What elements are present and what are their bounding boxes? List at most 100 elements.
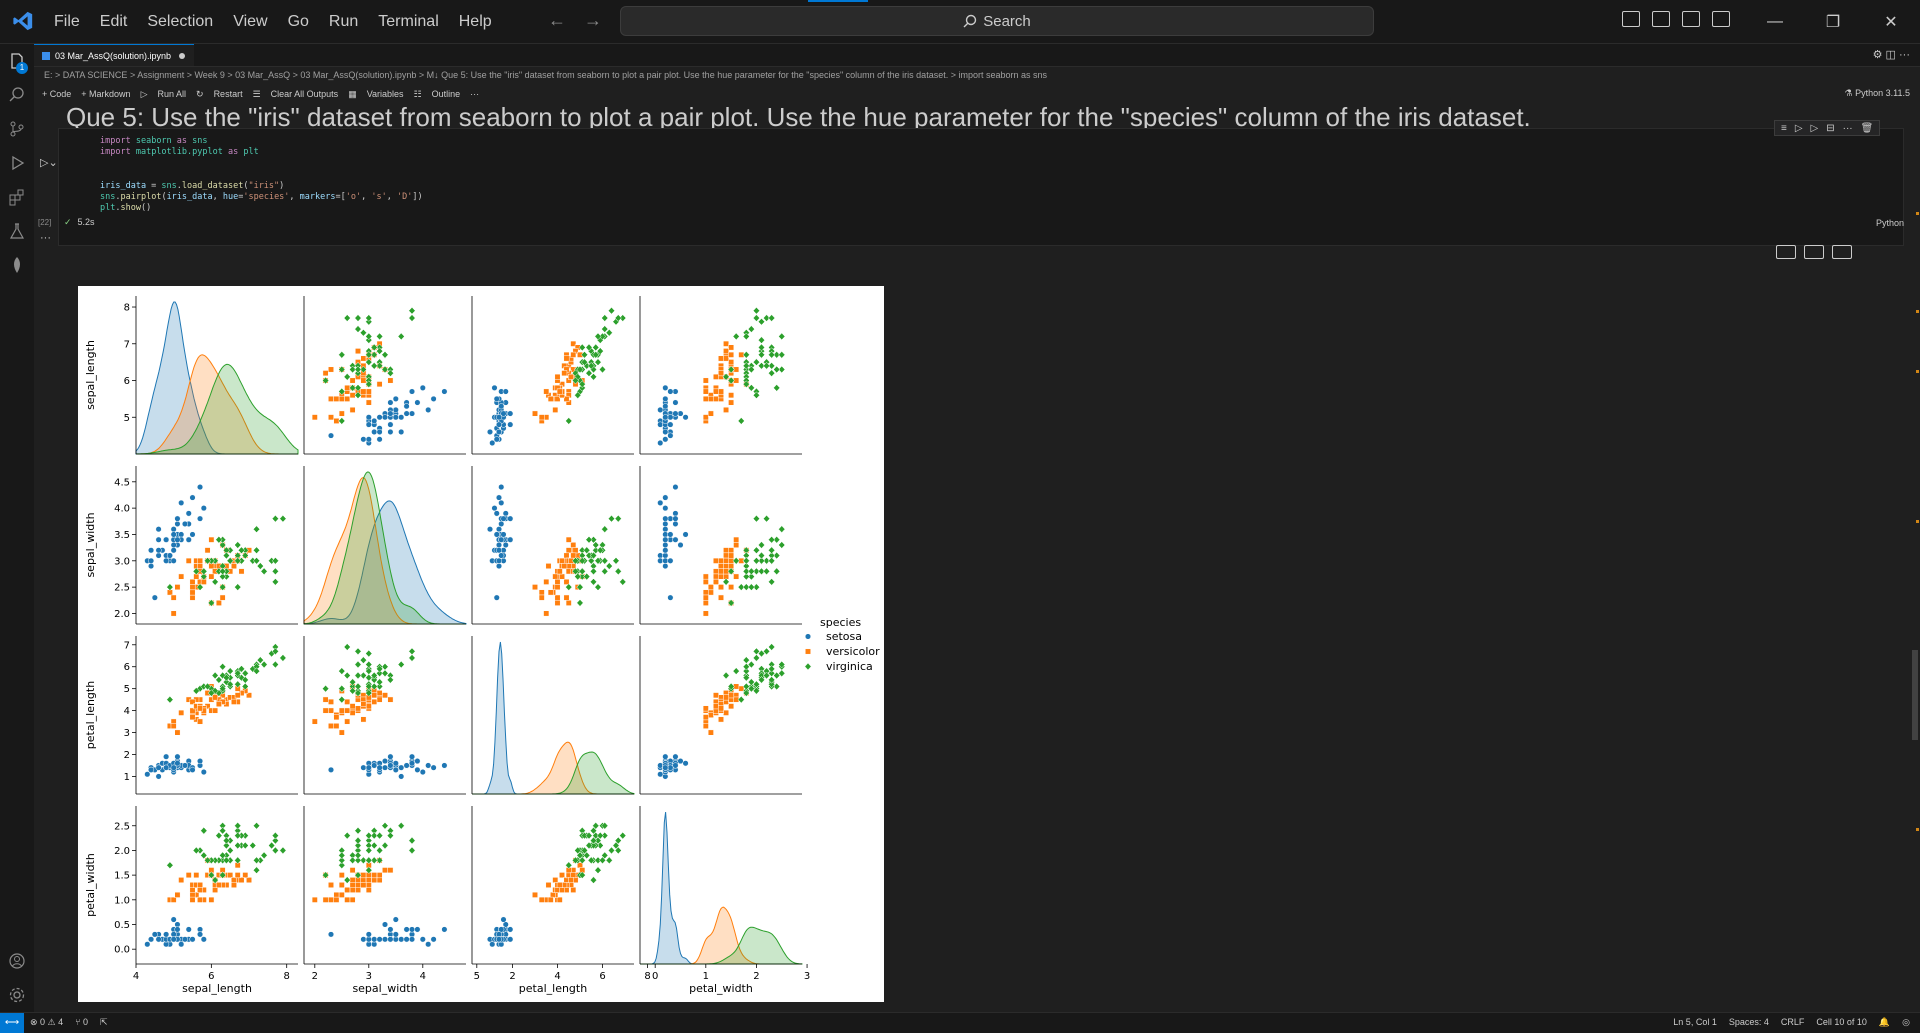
live-share-icon[interactable]: ⇱: [100, 1017, 108, 1027]
output-more-icon[interactable]: ···: [40, 232, 51, 244]
data-point: [585, 831, 593, 840]
save-output-icon[interactable]: [1832, 245, 1852, 259]
cell-more-icon[interactable]: ···: [1842, 122, 1853, 134]
code-cell[interactable]: [58, 128, 1904, 246]
data-point: [322, 696, 329, 703]
indentation[interactable]: Spaces: 4: [1728, 1017, 1769, 1027]
kernel-picker[interactable]: ⚗ Python 3.11.5: [1845, 88, 1910, 99]
data-point: [189, 707, 196, 714]
delete-cell-icon[interactable]: 🗑: [1860, 122, 1874, 134]
more-actions-icon[interactable]: ···: [1899, 49, 1910, 61]
data-point: [707, 410, 714, 417]
clear-outputs-button[interactable]: Clear All Outputs: [270, 89, 339, 99]
data-point: [365, 358, 373, 366]
code-editor[interactable]: import seaborn as sns import matplotlib.…: [100, 136, 423, 214]
forward-arrow-icon[interactable]: →: [584, 10, 602, 30]
data-point: [279, 846, 287, 855]
data-point: [768, 665, 776, 673]
toggle-panel-icon[interactable]: [1652, 11, 1670, 27]
customize-layout-icon[interactable]: [1712, 11, 1730, 27]
outline-button[interactable]: Outline: [431, 89, 461, 99]
data-point: [565, 861, 573, 870]
notifications-bell-icon[interactable]: 🔔: [1878, 1017, 1891, 1027]
data-point: [311, 896, 318, 903]
command-center-search[interactable]: Search: [620, 6, 1374, 36]
leaf-extension-icon[interactable]: [8, 256, 26, 274]
data-point: [397, 332, 405, 341]
data-point: [170, 916, 177, 923]
cursor-position[interactable]: Ln 5, Col 1: [1673, 1017, 1717, 1027]
data-point: [197, 705, 203, 712]
menu-file[interactable]: File: [54, 12, 80, 30]
back-arrow-icon[interactable]: ←: [548, 10, 566, 30]
copilot-icon[interactable]: ◎: [1902, 1017, 1910, 1027]
execute-below-icon[interactable]: ▷: [1810, 122, 1819, 134]
data-point: [538, 589, 545, 596]
source-control-icon[interactable]: [8, 120, 26, 138]
tab-notebook[interactable]: 03 Mar_AssQ(solution).ipynb: [34, 44, 194, 66]
run-cell-button[interactable]: ▷⌄: [40, 157, 58, 169]
restore-icon[interactable]: ❐: [1825, 13, 1841, 31]
menu-run[interactable]: Run: [328, 12, 359, 30]
unsaved-dot-icon[interactable]: [179, 52, 186, 59]
close-icon[interactable]: ✕: [1884, 13, 1898, 31]
cell-language[interactable]: Python: [1875, 218, 1904, 228]
menu-terminal[interactable]: Terminal: [378, 12, 439, 30]
data-point: [547, 589, 554, 596]
line-endings[interactable]: CRLF: [1780, 1017, 1805, 1027]
data-point: [215, 831, 223, 840]
account-icon[interactable]: [8, 952, 26, 970]
add-code-button[interactable]: + Code: [42, 89, 72, 99]
menu-selection[interactable]: Selection: [147, 12, 214, 30]
extensions-icon[interactable]: [8, 188, 26, 206]
menu-help[interactable]: Help: [458, 12, 492, 30]
toggle-primary-sidebar-icon[interactable]: [1622, 11, 1640, 27]
settings-gear-icon[interactable]: [8, 986, 26, 1004]
breadcrumb[interactable]: E: > DATA SCIENCE > Assignment > Week 9 …: [44, 70, 1047, 80]
ports-status[interactable]: ⑂ 0: [75, 1017, 89, 1027]
data-point: [392, 916, 399, 923]
remote-icon[interactable]: ⟷: [0, 1013, 24, 1033]
minimize-icon[interactable]: —: [1767, 12, 1783, 30]
vertical-scrollbar[interactable]: [1912, 650, 1918, 740]
open-image-icon[interactable]: [1804, 245, 1824, 259]
copy-output-icon[interactable]: [1776, 245, 1796, 259]
problems-status[interactable]: ⊗ 0 ⚠ 4: [30, 1017, 64, 1027]
settings-icon[interactable]: ⚙: [1872, 49, 1883, 61]
data-point: [408, 410, 416, 417]
restart-button[interactable]: Restart: [213, 89, 243, 99]
data-point: [778, 365, 786, 374]
toolbar-more-button[interactable]: ···: [470, 89, 480, 99]
navigation-arrows: ← →: [548, 10, 620, 31]
variables-button[interactable]: Variables: [366, 89, 404, 99]
search-view-icon[interactable]: [8, 86, 26, 104]
data-point: [757, 317, 766, 326]
menu-edit[interactable]: Edit: [99, 12, 128, 30]
testing-icon[interactable]: [8, 222, 26, 240]
run-all-button[interactable]: Run All: [157, 89, 187, 99]
split-editor-icon[interactable]: ◫: [1885, 49, 1896, 61]
data-point: [732, 557, 740, 565]
data-point: [667, 764, 674, 771]
data-point: [547, 896, 554, 903]
data-point: [234, 692, 241, 699]
data-point: [667, 388, 674, 395]
data-point: [578, 343, 586, 352]
split-cell-icon[interactable]: ⊟: [1826, 122, 1835, 134]
toggle-secondary-sidebar-icon[interactable]: [1682, 11, 1700, 27]
cell-indicator[interactable]: Cell 10 of 10: [1816, 1017, 1867, 1027]
menu-view[interactable]: View: [233, 12, 268, 30]
run-debug-icon[interactable]: [8, 154, 26, 172]
execute-above-icon[interactable]: ▷: [1794, 122, 1803, 134]
run-by-line-icon[interactable]: ≡: [1781, 122, 1787, 134]
data-point: [486, 526, 494, 533]
data-point: [237, 665, 246, 673]
data-point: [728, 584, 735, 591]
data-point: [381, 351, 389, 359]
data-point: [271, 831, 279, 840]
data-point: [805, 648, 811, 655]
data-point: [185, 536, 192, 543]
menu-go[interactable]: Go: [287, 12, 309, 30]
pairplot-chart: 2.0 2.5 3.0 3.5 4.0 4.5 1 2 3 4 5 6 7 0.0 0.5 1.0 1.5 2.0…: [84, 296, 880, 995]
add-markdown-button[interactable]: + Markdown: [81, 89, 131, 99]
